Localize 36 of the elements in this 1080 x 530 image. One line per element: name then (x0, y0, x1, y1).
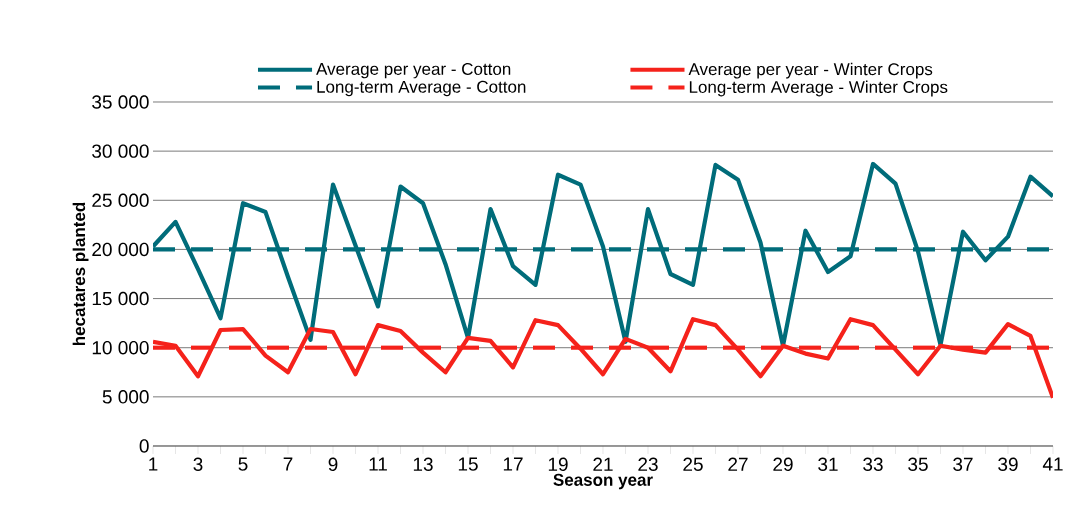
x-tick-label: 9 (328, 457, 338, 471)
x-tick-label: 37 (953, 457, 973, 471)
y-tick-label: 30 000 (92, 144, 149, 158)
x-tick-label: 3 (193, 457, 203, 471)
y-tick-label: 15 000 (92, 291, 149, 306)
x-tick-label: 7 (283, 457, 293, 471)
x-tick-label: 13 (413, 457, 433, 471)
y-axis-title: hecatares planted (72, 202, 89, 346)
legend-label: Long-term Average - Cotton (317, 80, 526, 97)
x-tick-label: 5 (238, 457, 248, 471)
x-tick-label: 39 (998, 457, 1018, 471)
legend-label: Average per year - Winter Crops (688, 62, 933, 79)
x-tick-label: 29 (773, 457, 793, 471)
x-tick-label: 1 (149, 457, 158, 471)
y-tick-label: 10 000 (92, 340, 149, 355)
y-tick-label: 25 000 (92, 193, 149, 208)
x-tick-label: 35 (908, 457, 928, 471)
legend-label: Long-term Average - Winter Crops (689, 80, 948, 97)
x-tick-label: 25 (683, 457, 703, 471)
x-tick-label: 17 (503, 457, 523, 471)
x-tick-label: 21 (593, 457, 613, 471)
y-tick-label: 0 (139, 439, 149, 453)
x-tick-label: 23 (638, 457, 658, 471)
x-tick-label: 27 (728, 457, 748, 471)
x-tick-label: 19 (548, 457, 568, 471)
y-tick-label: 5 000 (102, 390, 149, 404)
x-tick-label: 11 (369, 457, 387, 471)
x-tick-label: 31 (818, 457, 838, 471)
x-tick-label: 41 (1042, 457, 1063, 471)
line-series (153, 317, 1053, 400)
x-tick-label: 33 (863, 457, 883, 471)
legend-label: Average per year - Cotton (316, 62, 511, 79)
y-tick-label: 35 000 (92, 95, 149, 109)
x-axis-title: Season year (553, 473, 653, 490)
x-tick-label: 15 (458, 457, 478, 471)
y-tick-label: 20 000 (92, 242, 149, 257)
